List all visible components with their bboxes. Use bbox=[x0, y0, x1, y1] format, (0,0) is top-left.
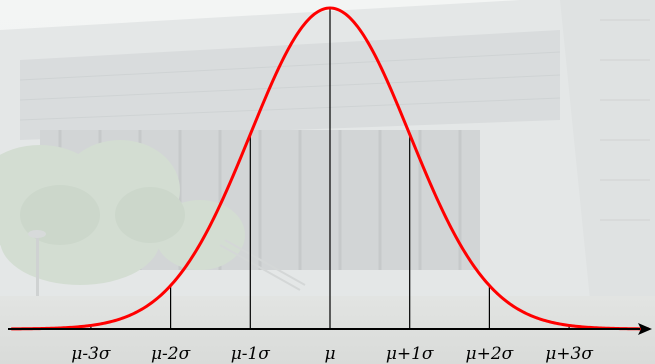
sigma-label: μ bbox=[324, 344, 335, 364]
normal-distribution-curve bbox=[11, 6, 649, 331]
x-axis-arrow-icon bbox=[638, 323, 652, 335]
sigma-label: μ-1σ bbox=[231, 344, 271, 364]
sigma-label: μ-3σ bbox=[71, 344, 111, 364]
sigma-label: μ-2σ bbox=[151, 344, 191, 364]
sigma-labels: μ-3σ μ-2σ μ-1σ μ μ+1σ μ+2σ μ+3σ bbox=[71, 344, 593, 364]
sigma-label: μ+1σ bbox=[386, 344, 434, 364]
x-axis bbox=[8, 323, 652, 335]
sigma-label: μ+3σ bbox=[545, 344, 593, 364]
sigma-label: μ+2σ bbox=[466, 344, 514, 364]
sigma-guide-lines bbox=[90, 8, 570, 329]
